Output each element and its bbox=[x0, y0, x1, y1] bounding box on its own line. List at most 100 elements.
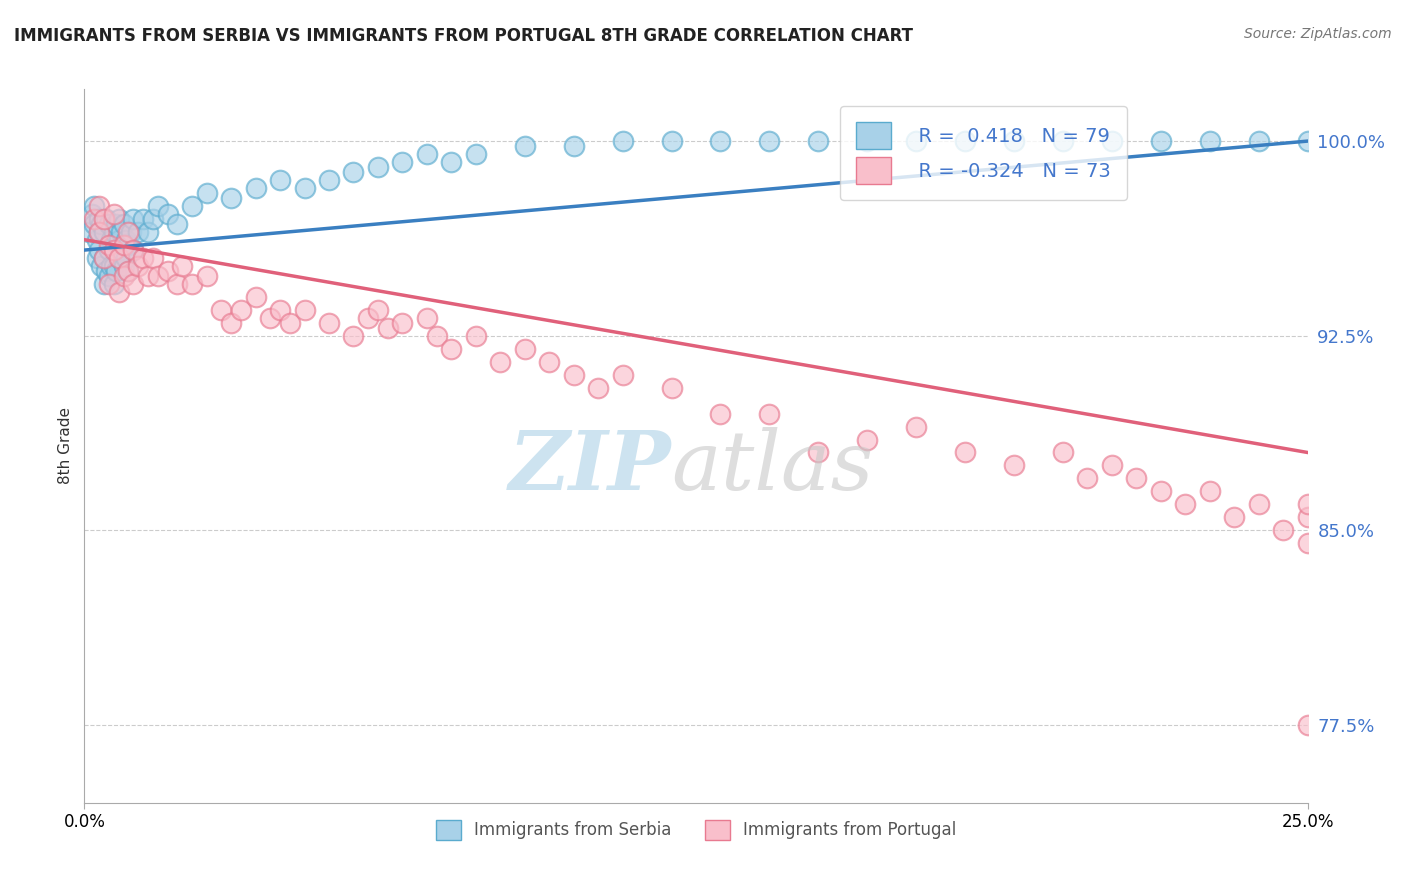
Point bbox=[342, 165, 364, 179]
Point bbox=[86, 251, 108, 265]
Legend: Immigrants from Serbia, Immigrants from Portugal: Immigrants from Serbia, Immigrants from … bbox=[425, 808, 967, 852]
Point bbox=[181, 277, 204, 291]
Point bbox=[107, 251, 129, 265]
Point bbox=[367, 160, 389, 174]
Point bbox=[342, 328, 364, 343]
Point bbox=[117, 238, 139, 252]
Point bbox=[357, 310, 380, 325]
Point bbox=[110, 243, 132, 257]
Point bbox=[1076, 471, 1098, 485]
Point bbox=[127, 259, 149, 273]
Point bbox=[97, 277, 120, 291]
Point bbox=[132, 211, 155, 226]
Point bbox=[122, 277, 145, 291]
Point bbox=[367, 302, 389, 317]
Point bbox=[83, 211, 105, 226]
Text: IMMIGRANTS FROM SERBIA VS IMMIGRANTS FROM PORTUGAL 8TH GRADE CORRELATION CHART: IMMIGRANTS FROM SERBIA VS IMMIGRANTS FRO… bbox=[14, 27, 912, 45]
Point bbox=[136, 268, 159, 283]
Point bbox=[1296, 510, 1319, 524]
Point bbox=[1296, 536, 1319, 550]
Point bbox=[83, 199, 105, 213]
Point bbox=[97, 217, 120, 231]
Point bbox=[219, 316, 242, 330]
Point bbox=[83, 217, 105, 231]
Point bbox=[1247, 497, 1270, 511]
Point bbox=[464, 328, 486, 343]
Point bbox=[464, 147, 486, 161]
Point bbox=[318, 173, 340, 187]
Point bbox=[107, 211, 129, 226]
Point bbox=[245, 290, 267, 304]
Text: atlas: atlas bbox=[672, 427, 875, 508]
Point bbox=[112, 238, 135, 252]
Point bbox=[1247, 134, 1270, 148]
Point bbox=[90, 259, 112, 273]
Point bbox=[97, 268, 120, 283]
Point bbox=[100, 233, 122, 247]
Point bbox=[856, 433, 879, 447]
Text: Source: ZipAtlas.com: Source: ZipAtlas.com bbox=[1244, 27, 1392, 41]
Point bbox=[120, 225, 142, 239]
Point bbox=[103, 225, 125, 239]
Point bbox=[229, 302, 252, 317]
Point bbox=[377, 321, 399, 335]
Point bbox=[259, 310, 281, 325]
Point bbox=[416, 147, 439, 161]
Point bbox=[117, 264, 139, 278]
Point bbox=[97, 238, 120, 252]
Point bbox=[219, 191, 242, 205]
Point bbox=[132, 251, 155, 265]
Point bbox=[80, 207, 103, 221]
Point bbox=[1198, 484, 1220, 499]
Point bbox=[103, 243, 125, 257]
Point bbox=[112, 217, 135, 231]
Point bbox=[117, 225, 139, 239]
Point bbox=[562, 139, 585, 153]
Point bbox=[103, 207, 125, 221]
Point bbox=[97, 243, 120, 257]
Point bbox=[513, 342, 536, 356]
Point bbox=[612, 368, 634, 382]
Point bbox=[112, 259, 135, 273]
Point bbox=[269, 173, 291, 187]
Point bbox=[166, 217, 188, 231]
Point bbox=[661, 134, 683, 148]
Point bbox=[1150, 484, 1173, 499]
Point bbox=[115, 233, 138, 247]
Point bbox=[156, 264, 179, 278]
Point bbox=[953, 445, 976, 459]
Point bbox=[1101, 458, 1123, 473]
Point bbox=[107, 233, 129, 247]
Point bbox=[709, 134, 731, 148]
Point bbox=[294, 181, 316, 195]
Point bbox=[1125, 471, 1147, 485]
Point bbox=[612, 134, 634, 148]
Point bbox=[146, 199, 169, 213]
Point bbox=[1296, 134, 1319, 148]
Point bbox=[195, 186, 218, 200]
Point bbox=[93, 225, 115, 239]
Point bbox=[1150, 134, 1173, 148]
Point bbox=[953, 134, 976, 148]
Point bbox=[93, 277, 115, 291]
Point bbox=[1174, 497, 1197, 511]
Point bbox=[426, 328, 449, 343]
Point bbox=[122, 243, 145, 257]
Point bbox=[96, 264, 118, 278]
Point bbox=[1296, 718, 1319, 732]
Point bbox=[156, 207, 179, 221]
Point bbox=[100, 259, 122, 273]
Point bbox=[93, 251, 115, 265]
Point bbox=[107, 251, 129, 265]
Point bbox=[245, 181, 267, 195]
Point bbox=[513, 139, 536, 153]
Point bbox=[391, 316, 413, 330]
Point bbox=[758, 134, 780, 148]
Point bbox=[1320, 134, 1343, 148]
Point bbox=[440, 342, 463, 356]
Point bbox=[103, 259, 125, 273]
Point bbox=[1052, 134, 1074, 148]
Point bbox=[105, 217, 128, 231]
Point bbox=[269, 302, 291, 317]
Point bbox=[1223, 510, 1246, 524]
